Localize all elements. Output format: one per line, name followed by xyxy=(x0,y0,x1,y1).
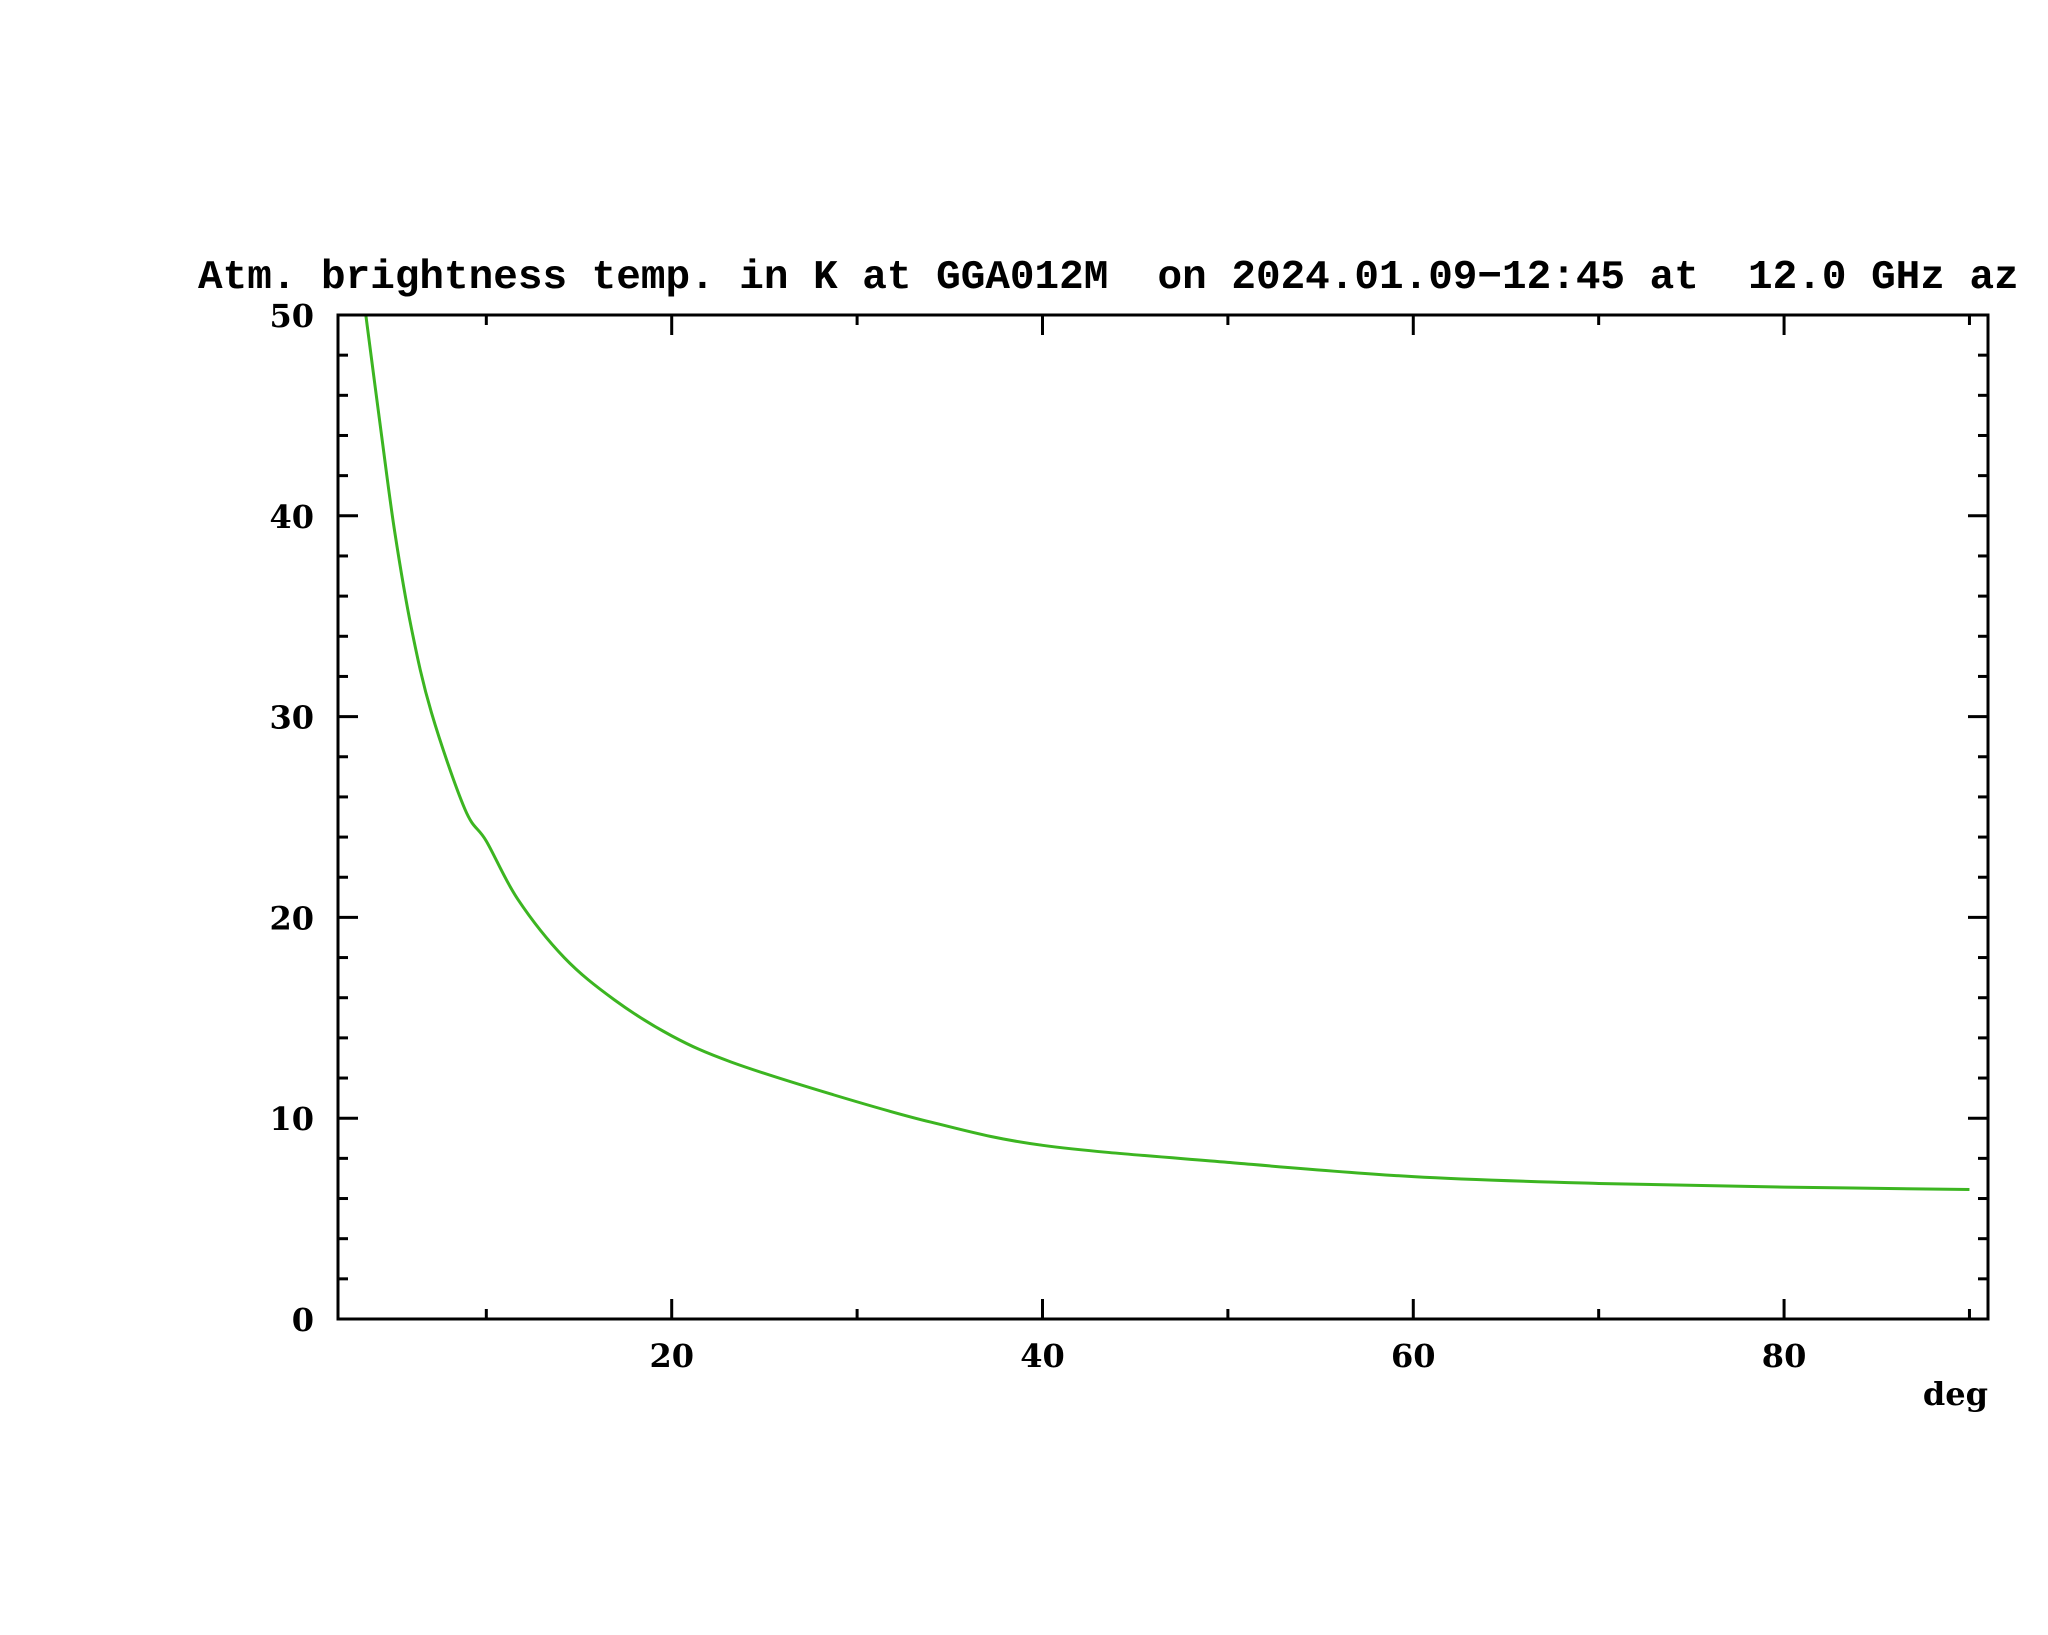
x-tick-label: 20 xyxy=(649,1337,694,1375)
tick-labels: 0 10 20 30 40 50 20 40 60 80 xyxy=(269,297,1806,1375)
chart-title: Atm. brightness temp. in K at GGA012M on… xyxy=(198,255,2048,301)
x-tick-label: 80 xyxy=(1762,1337,1807,1375)
x-tick-label: 60 xyxy=(1391,1337,1436,1375)
axis-ticks xyxy=(338,313,1988,1321)
y-tick-label: 0 xyxy=(292,1301,314,1339)
series-line xyxy=(364,314,1970,1191)
y-tick-label: 30 xyxy=(269,699,314,737)
y-tick-label: 40 xyxy=(269,498,314,536)
y-tick-label: 50 xyxy=(269,297,314,335)
y-tick-label: 20 xyxy=(269,899,314,937)
x-tick-label: 40 xyxy=(1020,1337,1065,1375)
y-tick-label: 10 xyxy=(269,1100,314,1138)
x-axis-label: deg xyxy=(1923,1375,1988,1413)
plot-frame xyxy=(336,313,1990,1321)
